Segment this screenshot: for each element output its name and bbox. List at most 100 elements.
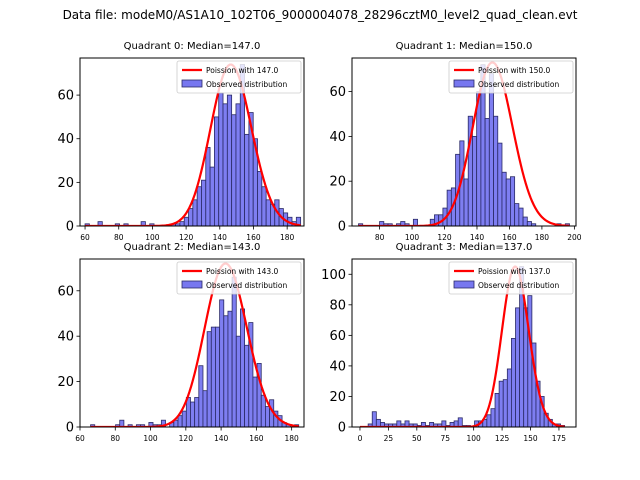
histogram-bar xyxy=(240,308,245,427)
histogram-bar xyxy=(244,344,250,427)
legend-label-poisson: Poission with 147.0 xyxy=(206,66,279,75)
plot-area xyxy=(358,61,570,226)
axes-frame xyxy=(79,57,305,227)
legend: Poission with 147.0 Observed distribution xyxy=(176,60,302,94)
histogram-bar xyxy=(183,216,189,226)
histogram-bar xyxy=(518,207,524,226)
x-tick-label: 100 xyxy=(405,233,420,242)
histogram-bar xyxy=(514,203,520,226)
legend-bar-swatch xyxy=(181,280,203,289)
x-tick-label: 120 xyxy=(437,233,452,242)
y-tick-label: 40 xyxy=(57,132,74,147)
x-tick-label: 120 xyxy=(179,233,194,242)
subplot-title: Quadrant 2: Median=143.0 xyxy=(124,242,261,253)
y-tick-label: 20 xyxy=(57,176,74,191)
y-tick-label: 60 xyxy=(57,284,74,299)
axes-frame xyxy=(351,258,577,428)
x-tick-label: 100 xyxy=(145,233,160,242)
subplot-title: Quadrant 3: Median=137.0 xyxy=(396,242,533,253)
histogram-bar xyxy=(205,147,211,226)
histogram-bar xyxy=(502,379,508,427)
legend-bar-swatch xyxy=(453,280,475,289)
y-tick-label: 100 xyxy=(321,268,346,283)
x-tick-label: 100 xyxy=(143,434,158,443)
legend-bar-swatch xyxy=(181,79,203,88)
x-tick-label: 140 xyxy=(213,233,228,242)
histogram-bar xyxy=(218,92,224,226)
y-tick-label: 60 xyxy=(57,89,74,104)
histogram-bar xyxy=(244,133,250,226)
figure-suptitle: Data file: modeM0/AS1A10_102T06_90000040… xyxy=(62,8,578,22)
legend-box xyxy=(448,261,574,295)
histogram-bar xyxy=(486,414,492,427)
histogram-bar xyxy=(265,199,271,226)
histogram-bar xyxy=(188,208,194,226)
histogram-bar xyxy=(223,315,229,427)
histogram-bar xyxy=(127,424,133,427)
histogram-bar xyxy=(510,176,516,226)
histogram-bar xyxy=(201,179,207,226)
x-tick-label: 175 xyxy=(552,434,567,443)
histogram-bar xyxy=(210,326,216,427)
x-tick-label: 200 xyxy=(567,233,582,242)
subplot-title: Quadrant 1: Median=150.0 xyxy=(396,41,533,52)
subplot-quadrant-3: Quadrant 3: Median=137.0 0 20 40 60 80 100 0 25 5… xyxy=(321,242,577,443)
x-tick-label: 25 xyxy=(384,434,394,443)
y-tick-label: 40 xyxy=(329,359,346,374)
histogram-bar xyxy=(501,171,507,226)
histogram-bar xyxy=(231,114,237,226)
y-tick-label: 0 xyxy=(66,220,74,235)
histogram-bar xyxy=(227,310,233,427)
x-tick-label: 150 xyxy=(523,434,538,443)
histogram-bar xyxy=(194,397,200,427)
plot-area xyxy=(84,63,302,226)
histogram-bar xyxy=(202,390,208,427)
histogram-bar xyxy=(215,326,221,427)
histogram-bar xyxy=(209,166,215,226)
histogram-bar xyxy=(375,418,381,427)
histogram-bar xyxy=(371,411,377,427)
histogram-bar xyxy=(190,401,196,427)
histogram-bar xyxy=(526,221,532,226)
subplot-quadrant-1: Quadrant 1: Median=150.0 0 20 40 60 80 100 120 1… xyxy=(329,41,581,242)
legend-box xyxy=(176,261,302,295)
histogram-bar xyxy=(511,338,516,427)
x-tick-label: 60 xyxy=(75,434,85,443)
axes-frame xyxy=(79,258,305,428)
y-tick-label: 20 xyxy=(329,175,346,190)
x-tick-label: 160 xyxy=(502,233,517,242)
legend-label-observed: Observed distribution xyxy=(206,80,287,89)
histogram-bar xyxy=(90,424,96,427)
y-tick-label: 0 xyxy=(338,220,346,235)
x-tick-label: 80 xyxy=(114,233,124,242)
legend-box xyxy=(448,60,574,94)
x-tick-label: 50 xyxy=(412,434,422,443)
y-tick-label: 20 xyxy=(57,375,74,390)
histogram-bar xyxy=(257,171,263,226)
axes-frame xyxy=(351,57,577,227)
legend-label-observed: Observed distribution xyxy=(478,281,559,290)
histogram-bar xyxy=(222,103,228,226)
y-tick-label: 80 xyxy=(329,298,346,313)
histogram-bar xyxy=(97,221,103,226)
legend-label-poisson: Poission with 150.0 xyxy=(478,66,551,75)
x-tick-label: 180 xyxy=(535,233,550,242)
y-tick-label: 60 xyxy=(329,329,346,344)
histogram-bar xyxy=(476,91,482,226)
y-tick-label: 0 xyxy=(66,421,74,436)
histogram-bar xyxy=(177,415,183,427)
x-tick-label: 75 xyxy=(440,434,450,443)
histogram-bar xyxy=(235,335,241,427)
histogram-bar xyxy=(206,331,212,427)
histogram-bar xyxy=(497,142,503,226)
x-tick-label: 180 xyxy=(280,233,295,242)
legend-label-poisson: Poission with 137.0 xyxy=(478,267,551,276)
x-tick-label: 160 xyxy=(249,434,264,443)
histogram-bar xyxy=(140,221,146,226)
x-tick-label: 125 xyxy=(495,434,510,443)
x-tick-label: 80 xyxy=(111,434,121,443)
histogram-bar xyxy=(490,408,496,427)
histogram-bar xyxy=(261,186,267,226)
histogram-bar xyxy=(484,118,490,226)
